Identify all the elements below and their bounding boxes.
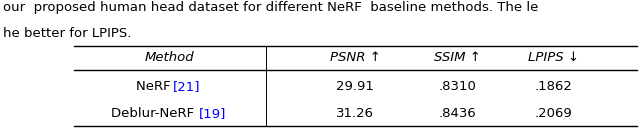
Text: 31.26: 31.26 xyxy=(336,107,374,120)
Text: .1862: .1862 xyxy=(534,80,573,93)
Text: LPIPS ↓: LPIPS ↓ xyxy=(528,51,579,64)
Text: [19]: [19] xyxy=(199,107,227,120)
Text: Method: Method xyxy=(145,51,195,64)
Text: [21]: [21] xyxy=(173,80,201,93)
Text: 29.91: 29.91 xyxy=(336,80,374,93)
Text: .8310: .8310 xyxy=(438,80,477,93)
Text: NeRF: NeRF xyxy=(136,80,175,93)
Text: PSNR ↑: PSNR ↑ xyxy=(330,51,381,64)
Text: he better for LPIPS.: he better for LPIPS. xyxy=(3,27,132,40)
Text: .8436: .8436 xyxy=(439,107,476,120)
Text: SSIM ↑: SSIM ↑ xyxy=(434,51,481,64)
Text: our  proposed human head dataset for different NeRF  baseline methods. The le: our proposed human head dataset for diff… xyxy=(3,1,539,14)
Text: Deblur-NeRF: Deblur-NeRF xyxy=(111,107,198,120)
Text: .2069: .2069 xyxy=(535,107,572,120)
